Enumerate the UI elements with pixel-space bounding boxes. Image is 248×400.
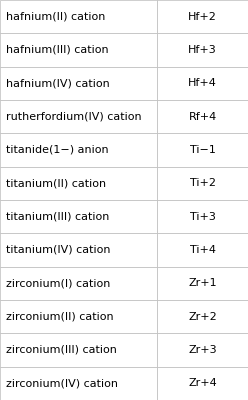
Bar <box>0 33 157 67</box>
Bar <box>157 0 248 33</box>
Bar <box>157 100 248 133</box>
Bar <box>0 100 157 133</box>
Bar <box>157 167 248 200</box>
Bar <box>0 300 157 333</box>
Text: hafnium(III) cation: hafnium(III) cation <box>6 45 109 55</box>
Text: titanium(III) cation: titanium(III) cation <box>6 212 110 222</box>
Text: Hf+2: Hf+2 <box>188 12 217 22</box>
Text: hafnium(II) cation: hafnium(II) cation <box>6 12 106 22</box>
Text: Zr+3: Zr+3 <box>188 345 217 355</box>
Text: Hf+3: Hf+3 <box>188 45 217 55</box>
Bar <box>157 267 248 300</box>
Bar <box>157 200 248 233</box>
Bar <box>157 133 248 167</box>
Bar <box>0 67 157 100</box>
Text: titanium(II) cation: titanium(II) cation <box>6 178 106 188</box>
Text: Rf+4: Rf+4 <box>189 112 217 122</box>
Text: Zr+1: Zr+1 <box>188 278 217 288</box>
Bar <box>157 333 248 367</box>
Text: Ti+3: Ti+3 <box>190 212 216 222</box>
Bar <box>0 333 157 367</box>
Bar <box>0 167 157 200</box>
Text: titanium(IV) cation: titanium(IV) cation <box>6 245 111 255</box>
Bar <box>0 233 157 267</box>
Text: zirconium(IV) cation: zirconium(IV) cation <box>6 378 118 388</box>
Text: Hf+4: Hf+4 <box>188 78 217 88</box>
Text: hafnium(IV) cation: hafnium(IV) cation <box>6 78 110 88</box>
Text: rutherfordium(IV) cation: rutherfordium(IV) cation <box>6 112 142 122</box>
Bar <box>0 133 157 167</box>
Text: Ti+4: Ti+4 <box>190 245 216 255</box>
Bar <box>157 367 248 400</box>
Bar <box>0 200 157 233</box>
Bar <box>157 233 248 267</box>
Text: Ti−1: Ti−1 <box>190 145 216 155</box>
Text: Ti+2: Ti+2 <box>190 178 216 188</box>
Text: Zr+4: Zr+4 <box>188 378 217 388</box>
Bar <box>0 0 157 33</box>
Bar <box>157 33 248 67</box>
Bar <box>157 67 248 100</box>
Text: titanide(1−) anion: titanide(1−) anion <box>6 145 109 155</box>
Bar <box>0 367 157 400</box>
Text: zirconium(II) cation: zirconium(II) cation <box>6 312 114 322</box>
Text: zirconium(I) cation: zirconium(I) cation <box>6 278 111 288</box>
Bar <box>0 267 157 300</box>
Text: Zr+2: Zr+2 <box>188 312 217 322</box>
Bar <box>157 300 248 333</box>
Text: zirconium(III) cation: zirconium(III) cation <box>6 345 117 355</box>
